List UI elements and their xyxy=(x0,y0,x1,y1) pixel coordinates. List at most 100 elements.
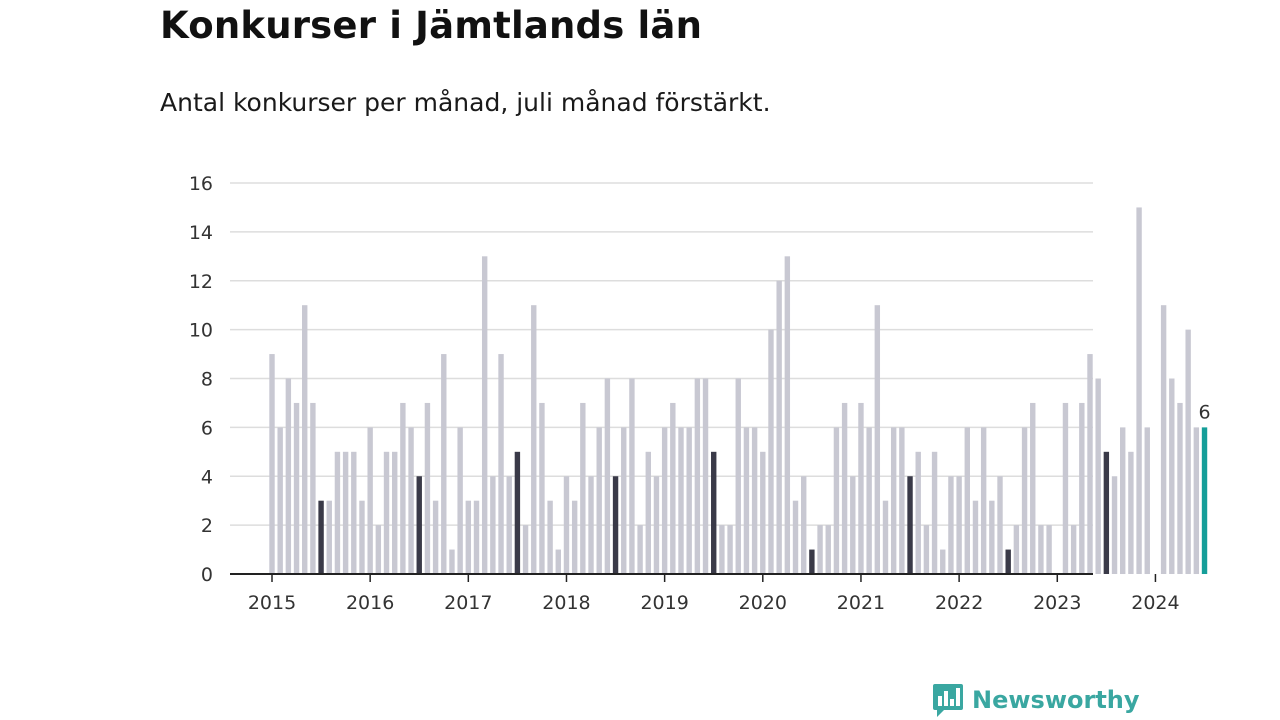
bar xyxy=(931,451,938,574)
bar-july xyxy=(612,476,619,574)
bar xyxy=(915,451,921,574)
bar xyxy=(817,525,823,575)
bar xyxy=(940,549,946,574)
bar xyxy=(621,427,627,575)
bar xyxy=(784,256,791,574)
bar xyxy=(768,329,774,575)
bar xyxy=(743,427,750,575)
bar xyxy=(596,427,602,575)
bar xyxy=(571,500,578,574)
bar xyxy=(890,427,897,575)
bar xyxy=(310,402,316,574)
y-tick-label: 16 xyxy=(189,173,213,195)
bar xyxy=(1079,402,1085,574)
bar xyxy=(580,402,586,574)
bar xyxy=(899,427,905,575)
bar xyxy=(473,500,480,574)
x-tick-label: 2023 xyxy=(1033,592,1081,614)
bar xyxy=(833,427,840,575)
bar xyxy=(694,378,701,574)
bar xyxy=(661,427,668,575)
bar xyxy=(1177,402,1183,574)
bar xyxy=(1038,525,1044,575)
bar xyxy=(441,354,447,574)
last-value-label: 6 xyxy=(1198,401,1210,423)
bar xyxy=(293,402,300,574)
bar xyxy=(1095,378,1101,574)
bar xyxy=(588,476,594,574)
bar xyxy=(1062,402,1069,574)
bar xyxy=(670,402,676,574)
bar xyxy=(858,402,864,574)
logo-text: Newsworthy xyxy=(972,686,1140,714)
bar xyxy=(989,500,995,574)
bar xyxy=(604,378,611,574)
bar xyxy=(555,549,561,574)
bar xyxy=(645,451,651,574)
bar xyxy=(1128,451,1134,574)
bar xyxy=(1160,305,1167,574)
bar xyxy=(678,427,684,575)
bar xyxy=(825,525,831,575)
bar xyxy=(1120,427,1126,575)
x-tick-label: 2015 xyxy=(248,592,296,614)
bar xyxy=(727,525,733,575)
bars xyxy=(269,207,1208,575)
bar-july xyxy=(514,451,521,574)
bar xyxy=(997,476,1003,574)
bar xyxy=(506,476,512,574)
bar xyxy=(400,402,406,574)
bar xyxy=(1087,354,1093,574)
bar xyxy=(1046,525,1052,575)
grid-lines xyxy=(230,182,1093,526)
bar xyxy=(1136,207,1142,574)
bar xyxy=(424,402,431,574)
bar xyxy=(383,451,390,574)
bar xyxy=(686,427,692,575)
bar xyxy=(735,378,741,574)
bar xyxy=(972,500,979,574)
bar xyxy=(342,451,349,574)
newsworthy-logo-icon xyxy=(933,684,963,717)
bar xyxy=(776,280,782,574)
y-tick-label: 4 xyxy=(201,466,213,488)
y-tick-label: 12 xyxy=(189,271,213,293)
bar-latest xyxy=(1201,427,1208,575)
bar xyxy=(326,500,332,574)
newsworthy-logo: Newsworthy xyxy=(932,682,1140,718)
bar xyxy=(629,378,635,574)
bar xyxy=(751,427,758,575)
bar xyxy=(956,476,962,574)
bar xyxy=(1013,525,1020,575)
bar xyxy=(1185,329,1191,575)
bar xyxy=(498,354,504,574)
y-tick-label: 6 xyxy=(201,417,213,439)
x-tick-label: 2018 xyxy=(542,592,590,614)
bar xyxy=(637,525,643,575)
bar xyxy=(449,549,455,574)
x-tick-label: 2020 xyxy=(739,592,787,614)
axes: 0 2 4 6 8 10 12 14 16 6 2015 2016 2017 2018 2019 2020 20… xyxy=(189,173,1211,614)
bar xyxy=(285,378,292,574)
bar xyxy=(719,525,725,575)
bar-july xyxy=(1103,451,1110,574)
bar xyxy=(1111,476,1118,574)
bar xyxy=(702,378,709,574)
bar-july xyxy=(318,500,324,574)
bar xyxy=(490,476,496,574)
bar xyxy=(760,451,766,574)
bar xyxy=(841,402,848,574)
bar xyxy=(1169,378,1175,574)
bar xyxy=(850,476,856,574)
bar xyxy=(653,476,660,574)
x-tick-label: 2022 xyxy=(935,592,983,614)
bar xyxy=(980,427,987,575)
bar-july xyxy=(907,476,913,574)
bar xyxy=(392,451,398,574)
bar xyxy=(531,305,537,574)
y-tick-label: 14 xyxy=(189,222,213,244)
bar xyxy=(302,305,308,574)
bar xyxy=(269,354,275,574)
x-tick-label: 2024 xyxy=(1131,592,1179,614)
chart-subtitle: Antal konkurser per månad, juli månad fö… xyxy=(160,88,771,117)
